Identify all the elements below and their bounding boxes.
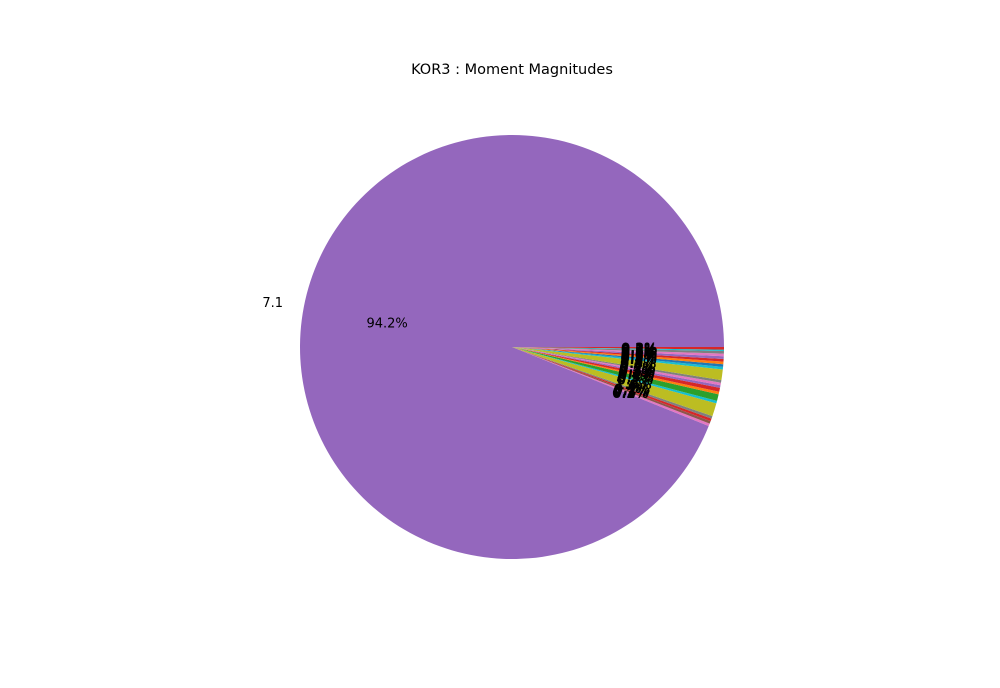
pie-slice xyxy=(512,347,724,370)
pie-percent-label: 0.2% xyxy=(614,383,650,398)
pie-slice xyxy=(512,347,717,417)
pie-percent-label: 0.2% xyxy=(612,387,648,402)
pie-slice xyxy=(512,347,724,365)
pie-slice xyxy=(512,347,724,357)
pie-category-label: 7.1 xyxy=(262,296,283,311)
pie-percent-label: 0.2% xyxy=(613,384,649,399)
pie-slice xyxy=(512,347,719,401)
pie-percent-label: 0.2% xyxy=(621,348,657,363)
pie-slice xyxy=(512,347,722,383)
pie-slice xyxy=(512,347,724,362)
pie-percent-label: 94.2% xyxy=(366,316,407,331)
pie-percent-label: 0.2% xyxy=(617,374,653,389)
pie-percent-label: 0.2% xyxy=(621,350,657,365)
pie-slice xyxy=(512,347,718,404)
pie-percent-label: 0.2% xyxy=(618,368,654,383)
pie-percent-label: 0.2% xyxy=(621,345,657,360)
pie-slice xyxy=(512,347,721,392)
pie-labels: 7.194.2%0.2%0.2%0.2%0.2%1.0%0.2%0.5%0.2%… xyxy=(262,296,657,402)
pie-percent-label: 0.5% xyxy=(617,371,653,386)
pie-percent-label: 0.2% xyxy=(619,361,655,376)
pie-slice xyxy=(512,347,721,388)
pie-percent-label: 0.2% xyxy=(619,364,655,379)
pie-percent-label: 0.2% xyxy=(613,386,649,401)
pie-slice xyxy=(512,347,713,419)
pie-percent-label: 0.1% xyxy=(621,342,657,357)
pie-slice xyxy=(300,134,724,559)
pie-percent-label: 0.2% xyxy=(621,344,657,359)
pie-percent-label: 0.8% xyxy=(620,357,656,372)
chart-title: KOR3 : Moment Magnitudes xyxy=(411,62,613,78)
pie-slice xyxy=(512,347,723,381)
pie-percent-label: 0.3% xyxy=(619,366,655,381)
pie-slice xyxy=(512,347,720,395)
pie-percent-label: 0.2% xyxy=(619,363,655,378)
pie-slice xyxy=(512,347,712,422)
pie-percent-label: 1.0% xyxy=(615,378,651,393)
pie-slice xyxy=(512,347,711,424)
pie-percent-label: 0.2% xyxy=(621,352,657,367)
pie-slice xyxy=(512,347,724,367)
pie-slices xyxy=(300,134,724,559)
pie-percent-label: 0.2% xyxy=(621,341,657,356)
pie-percent-label: 0.2% xyxy=(621,353,657,368)
pie-slice xyxy=(512,347,721,386)
pie-percent-label: 0.2% xyxy=(621,347,657,362)
pie-slice xyxy=(512,347,724,350)
pie-slice xyxy=(512,347,724,359)
pie-slice xyxy=(512,347,724,351)
pie-slice xyxy=(512,347,724,354)
pie-slice xyxy=(512,347,710,427)
